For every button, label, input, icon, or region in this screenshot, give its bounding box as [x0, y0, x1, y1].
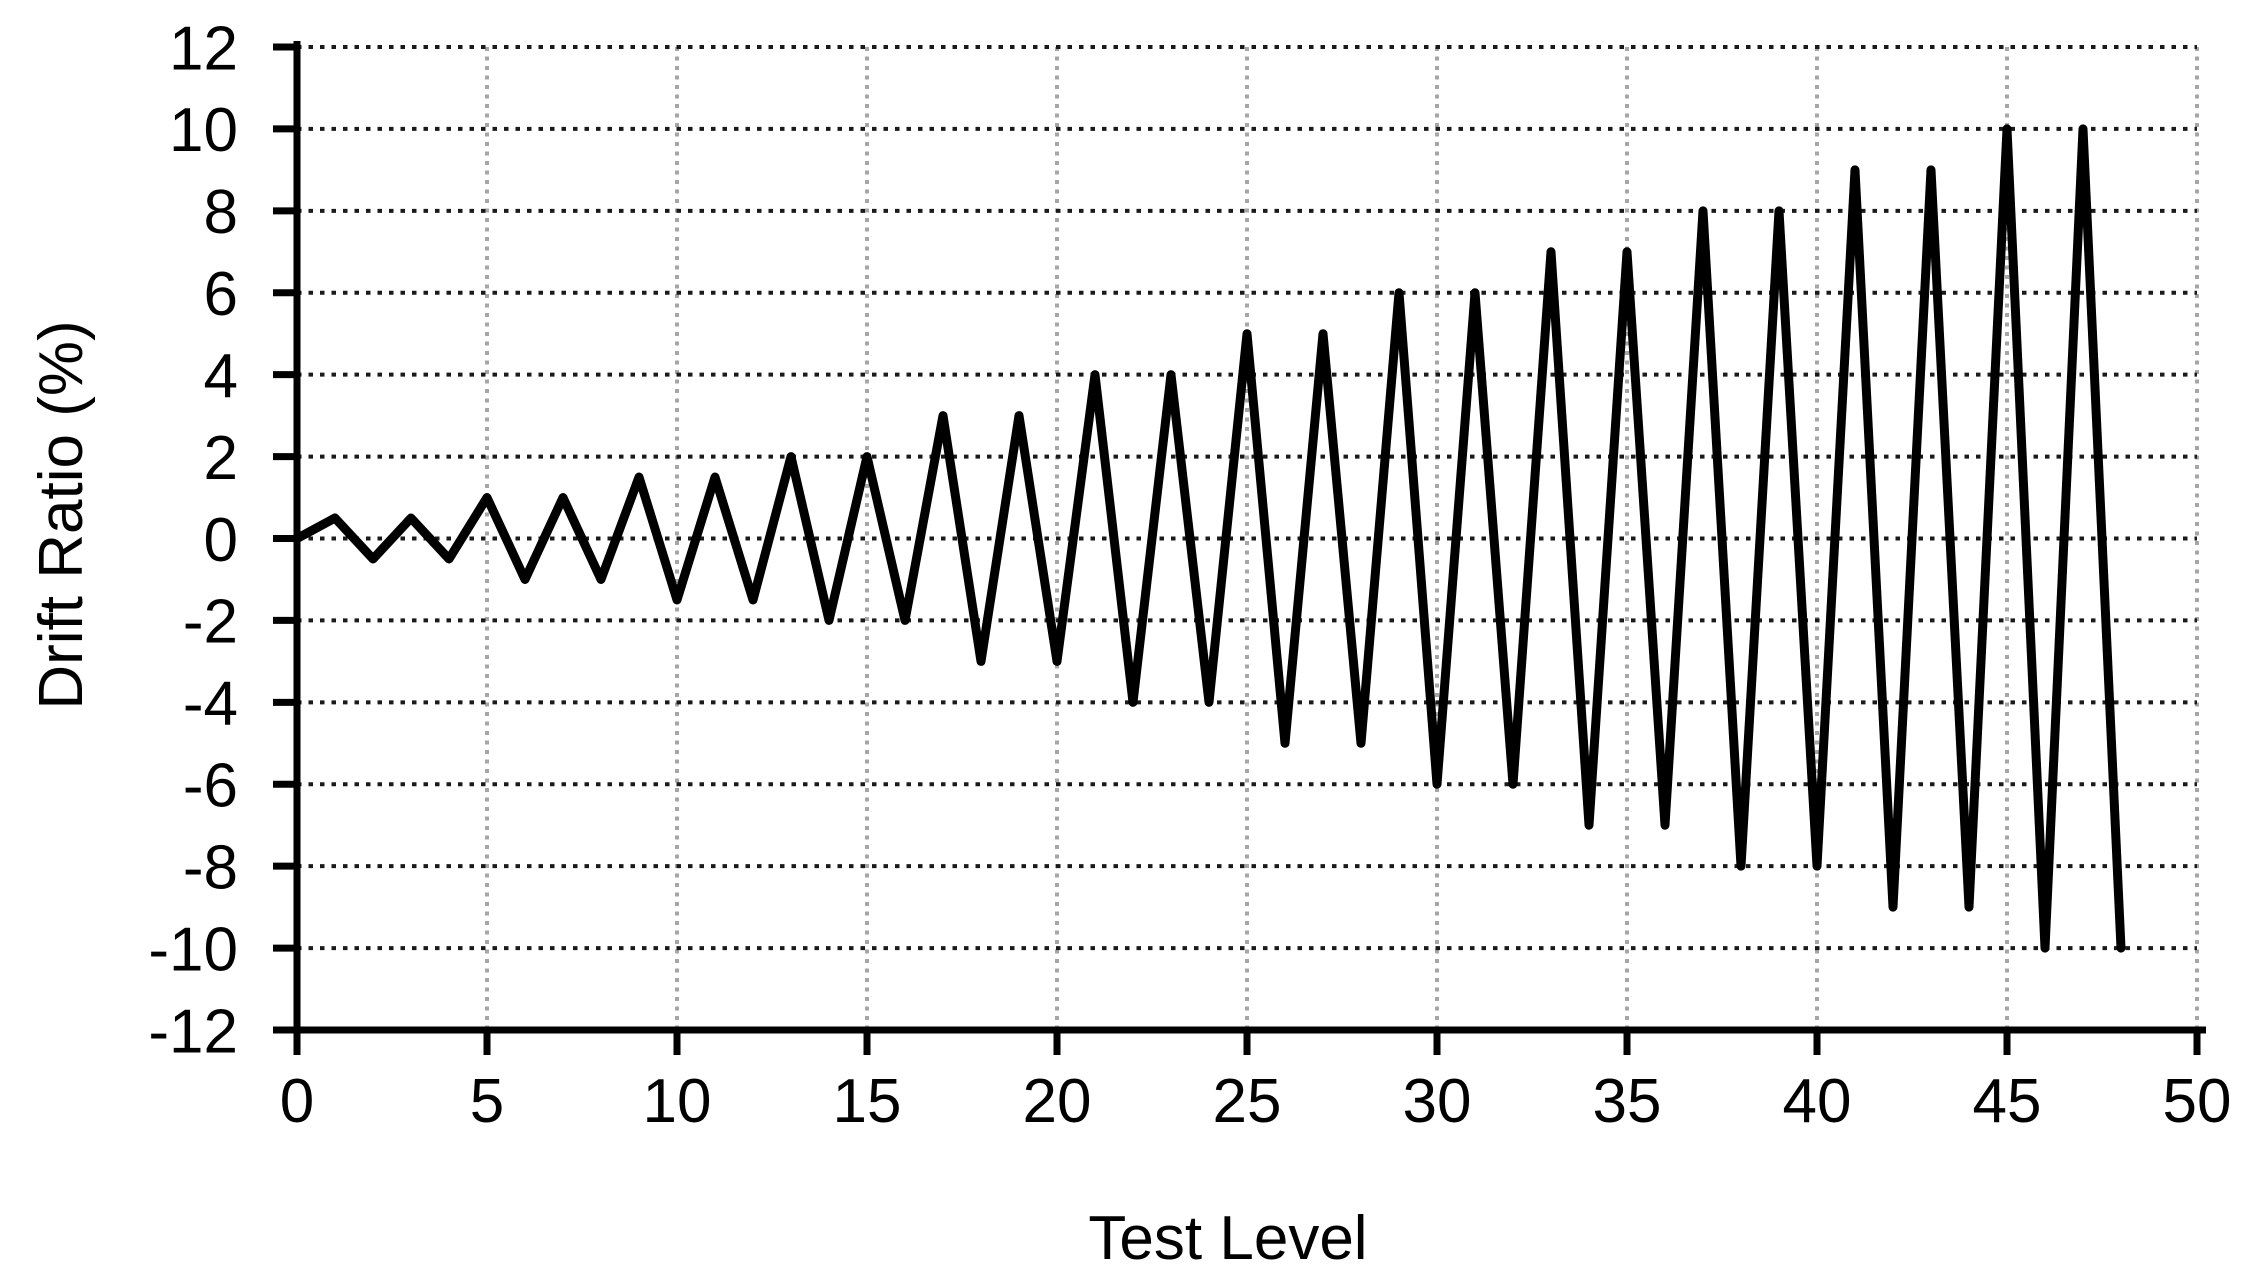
y-tick-label: 10 [169, 96, 238, 165]
x-tick-label: 30 [1403, 1067, 1472, 1136]
x-tick-label: 25 [1213, 1067, 1282, 1136]
x-tick-label: 10 [643, 1067, 712, 1136]
y-tick-label: 4 [204, 342, 238, 411]
y-tick-label: 6 [204, 260, 238, 329]
x-tick-label: 5 [470, 1067, 504, 1136]
y-tick-label: 0 [204, 506, 238, 575]
x-tick-label: 40 [1783, 1067, 1852, 1136]
y-tick-label: -12 [148, 997, 238, 1066]
x-axis-title: Test Level [1088, 1204, 1368, 1273]
y-tick-label: -6 [183, 752, 238, 821]
x-tick-label: 45 [1973, 1067, 2042, 1136]
y-tick-label: -10 [148, 915, 238, 984]
x-tick-label: 35 [1593, 1067, 1662, 1136]
x-tick-label: 50 [2163, 1067, 2232, 1136]
series-line [292, 124, 2126, 953]
x-tick-label: 0 [280, 1067, 314, 1136]
y-tick-label: 2 [204, 424, 238, 493]
y-tick-label: 8 [204, 178, 238, 247]
x-tick-label: 20 [1023, 1067, 1092, 1136]
y-axis-title: Drift Ratio (%) [27, 320, 96, 710]
y-tick-label: -4 [183, 670, 238, 739]
x-tick-label: 15 [833, 1067, 902, 1136]
y-tick-label: 12 [169, 14, 238, 83]
y-tick-label: -2 [183, 588, 238, 657]
y-tick-label: -8 [183, 833, 238, 902]
